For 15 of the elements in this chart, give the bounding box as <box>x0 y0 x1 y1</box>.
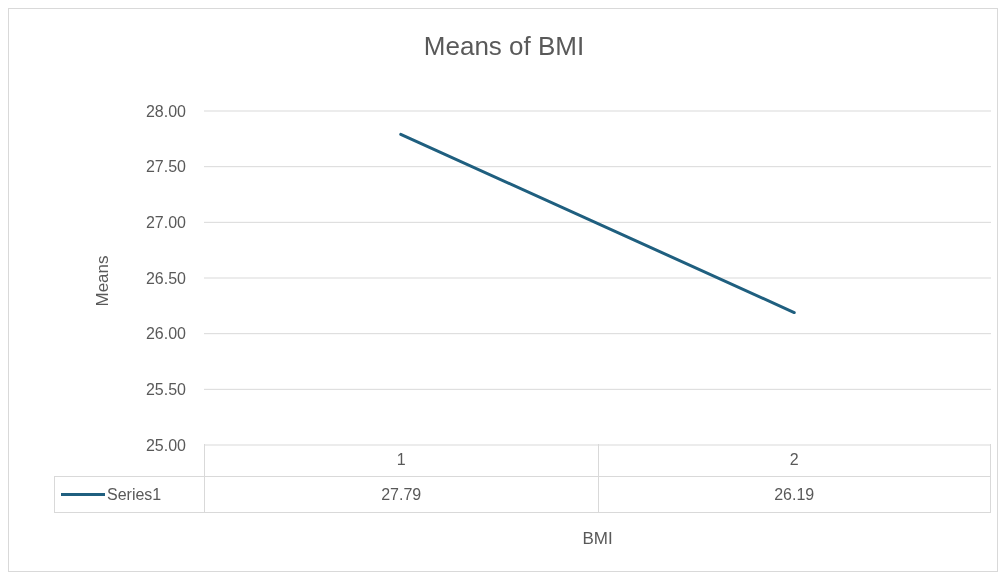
chart-title: Means of BMI <box>422 31 586 62</box>
y-tick-label: 25.00 <box>145 436 187 454</box>
y-tick-label: 27.50 <box>145 158 187 176</box>
y-tick-label: 26.50 <box>145 269 187 287</box>
y-tick-label: 25.50 <box>145 381 187 399</box>
data-label: 26.19 <box>597 476 991 513</box>
legend-label: Series1 <box>107 485 162 504</box>
y-tick-label: 26.00 <box>145 325 187 343</box>
x-tick-label: 1 <box>204 444 598 476</box>
y-axis-title: Means <box>93 255 113 307</box>
y-tick-label: 27.00 <box>145 214 187 232</box>
data-label: 27.79 <box>204 476 598 513</box>
y-tick-label: 28.00 <box>145 102 187 120</box>
x-tick-label: 2 <box>597 444 991 476</box>
x-axis-title: BMI <box>581 529 614 549</box>
